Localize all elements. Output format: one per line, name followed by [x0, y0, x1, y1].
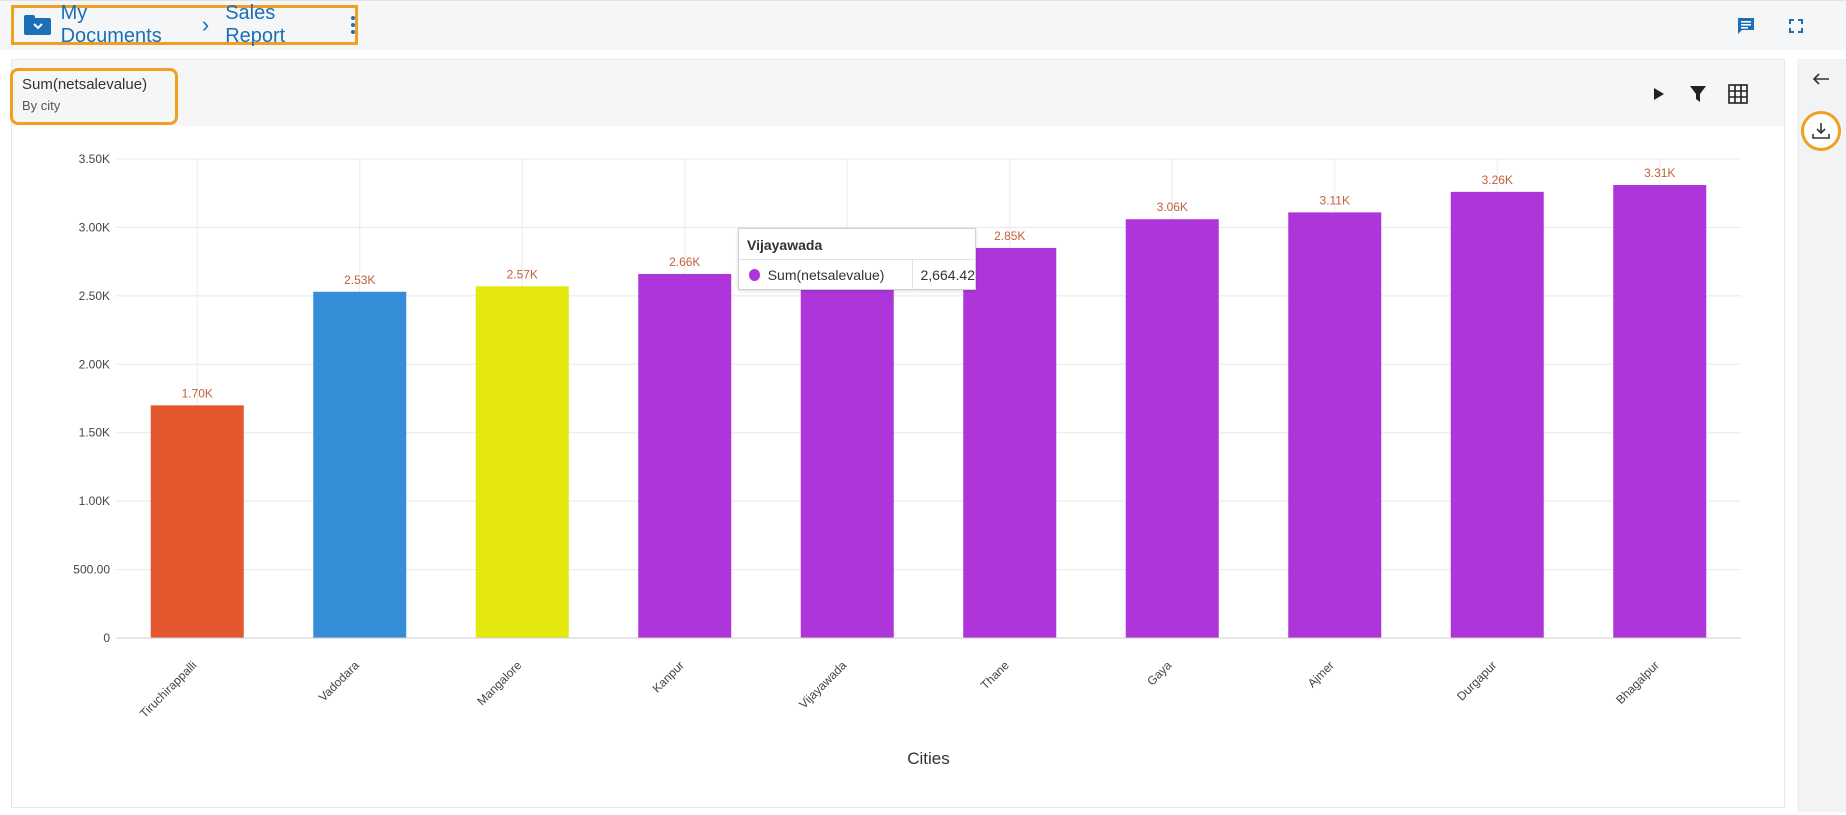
tooltip-series-name: Sum(netsalevalue)	[767, 267, 885, 283]
fullscreen-icon[interactable]	[1786, 16, 1806, 36]
tooltip-series-dot	[749, 269, 760, 281]
breadcrumb-current[interactable]: Sales Report	[225, 2, 286, 47]
x-tick-label: Gaya	[1144, 658, 1174, 688]
bar	[638, 273, 732, 638]
y-tick-label: 3.50K	[79, 152, 110, 166]
data-label: 2.85K	[994, 229, 1025, 243]
bar	[150, 405, 244, 638]
folder-icon[interactable]	[24, 15, 51, 35]
x-tick-label: Thane	[978, 658, 1012, 692]
data-label: 3.31K	[1644, 166, 1675, 180]
top-bar: My Documents › Sales Report	[0, 0, 1846, 50]
right-sidebar	[1797, 59, 1846, 812]
chevron-right-icon: ›	[201, 12, 210, 37]
x-tick-label: Kanpur	[650, 658, 687, 695]
y-tick-label: 3.00K	[79, 220, 110, 234]
tooltip-value: 2,664.42	[911, 260, 975, 290]
x-axis-title: Cities	[907, 749, 950, 768]
filter-icon[interactable]	[1687, 83, 1709, 105]
card-title-box: Sum(netsalevalue) By city	[10, 68, 178, 125]
bar-chart-svg: 0 500.00 1.00K 1.50K 2.00K 2.50K 3.00K 3.50K 1.7…	[73, 152, 1741, 768]
download-icon[interactable]	[1801, 111, 1841, 151]
x-tick-label: Bhagalpur	[1613, 658, 1662, 707]
breadcrumb-root[interactable]: My Documents	[60, 2, 162, 47]
x-tick-label: Ajmer	[1305, 658, 1337, 690]
bar	[1125, 219, 1219, 638]
bar	[313, 291, 407, 638]
bar	[1613, 185, 1707, 638]
data-label: 2.66K	[669, 255, 700, 269]
bar	[963, 247, 1057, 638]
data-label: 1.70K	[182, 386, 213, 400]
back-arrow-icon[interactable]	[1801, 59, 1841, 99]
y-tick-label: 1.50K	[79, 426, 110, 440]
chart-tooltip: Vijayawada Sum(netsalevalue) 2,664.42	[738, 228, 976, 290]
x-tick-label: Durgapur	[1454, 658, 1499, 703]
x-tick-label: Mangalore	[474, 658, 524, 708]
x-tick-label: Vijayawada	[796, 658, 849, 711]
more-options-icon[interactable]	[351, 16, 355, 34]
y-tick-label: 500.00	[73, 563, 110, 577]
data-label: 3.06K	[1157, 200, 1188, 214]
breadcrumb: My Documents › Sales Report	[11, 2, 358, 47]
data-label: 3.26K	[1482, 173, 1513, 187]
bar-chart: 0 500.00 1.00K 1.50K 2.00K 2.50K 3.00K 3.50K 1.7…	[11, 130, 1785, 810]
data-label: 2.57K	[507, 267, 538, 281]
card-header: Sum(netsalevalue) By city	[10, 60, 1784, 126]
y-tick-label: 1.00K	[79, 494, 110, 508]
tooltip-title: Vijayawada	[739, 229, 975, 260]
bar	[1288, 212, 1382, 639]
data-label: 3.11K	[1320, 193, 1350, 207]
comment-icon[interactable]	[1736, 16, 1756, 36]
bar	[1450, 191, 1544, 639]
y-tick-label: 2.00K	[79, 357, 110, 371]
x-tick-label: Vadodara	[316, 658, 362, 704]
card-subtitle: By city	[22, 98, 61, 113]
x-tick-label: Tiruchirappalli	[137, 658, 199, 720]
y-tick-label: 2.50K	[79, 289, 110, 303]
play-icon[interactable]	[1648, 83, 1670, 105]
y-tick-label: 0	[103, 631, 110, 645]
bar	[800, 273, 894, 638]
data-label: 2.53K	[344, 273, 375, 287]
table-grid-icon[interactable]	[1727, 83, 1749, 105]
card-title: Sum(netsalevalue)	[22, 76, 148, 93]
bar	[475, 286, 569, 638]
